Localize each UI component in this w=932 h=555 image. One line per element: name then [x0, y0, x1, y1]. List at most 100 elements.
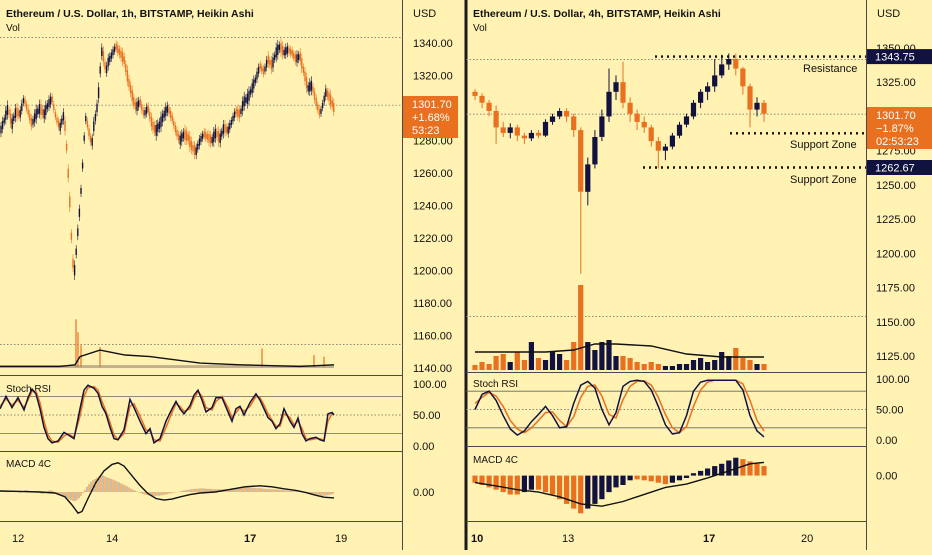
candle-body [676, 124, 683, 136]
candle-body [521, 135, 527, 139]
candle-body [273, 54, 276, 60]
volume-bar [662, 366, 668, 370]
volume-ma-line [0, 349, 335, 368]
macd-histogram-bar [613, 475, 619, 488]
volume-bar [528, 342, 534, 370]
macd-histogram-bar [500, 475, 506, 493]
last-price-4h: 1301.70 [876, 110, 916, 122]
candle-body [134, 102, 137, 110]
volume-bar [627, 358, 633, 370]
candle-body [235, 108, 237, 114]
candle-body [91, 138, 93, 146]
candle-body [262, 68, 265, 75]
candle-body [301, 58, 303, 69]
candle-body [585, 164, 591, 192]
candle-body [0, 125, 2, 134]
candle-body [754, 102, 760, 110]
candle-body [35, 109, 37, 120]
candle-body [528, 132, 534, 139]
candle-body [59, 122, 61, 131]
candle-body [80, 188, 82, 194]
stoch-tick-label: 100.00 [876, 374, 910, 386]
candle-body [24, 98, 26, 105]
candle-body [147, 105, 149, 113]
candle-body [747, 86, 753, 110]
candle-body [251, 83, 253, 93]
candle-body [141, 104, 143, 111]
candle-body [179, 135, 181, 145]
stoch-tick-label: 50.00 [413, 410, 441, 422]
candle-body [155, 125, 157, 136]
volume-bar [521, 360, 527, 370]
candle-body [297, 54, 300, 60]
volume-bar [669, 366, 675, 370]
candle-body [70, 232, 73, 240]
candle-body [102, 51, 105, 62]
candle-body [606, 91, 612, 117]
candle-body [185, 131, 188, 141]
candle-body [733, 59, 739, 69]
candle-body [57, 120, 60, 128]
candle-body [112, 49, 114, 56]
stoch-tick-label: 0.00 [876, 435, 897, 447]
candle-body [328, 92, 330, 101]
candles [472, 53, 767, 274]
candle-body [25, 104, 28, 110]
panel-1h: Ethereum / U.S. Dollar, 1h, BITSTAMP, He… [0, 0, 458, 550]
macd-histogram-bar [754, 463, 760, 476]
macd-histogram-bar [514, 475, 520, 495]
candle-body [45, 105, 47, 115]
candle-body [174, 125, 177, 132]
candle-body [121, 52, 124, 62]
candle-body [153, 124, 156, 133]
price-axis-1h: 1340.001320.001300.001280.001260.001240.… [413, 38, 453, 375]
candle-body [168, 107, 170, 114]
candle-body [189, 136, 191, 147]
candle-body [286, 46, 289, 54]
candle-body [254, 77, 257, 83]
candle-body [564, 111, 570, 117]
candle-body [49, 96, 52, 105]
level-name-label: Resistance [803, 63, 857, 75]
candle-body [72, 258, 74, 268]
candle-body [278, 44, 281, 50]
candle-body [302, 66, 305, 73]
volume-base [0, 365, 334, 368]
candle-body [283, 49, 285, 56]
price-tick-label: 1175.00 [876, 283, 915, 295]
candle-body [166, 105, 169, 113]
candle-body [17, 110, 20, 116]
candle-body [113, 46, 116, 52]
candle-body [578, 130, 584, 192]
macd-histogram-bar [507, 475, 513, 495]
volume-bar [747, 360, 753, 370]
candle-body [201, 133, 204, 139]
frame-4h [464, 0, 867, 550]
candle-body [94, 113, 97, 121]
candle-body [88, 128, 90, 137]
candle-body [310, 80, 313, 91]
candle-body [81, 162, 84, 169]
stoch-tick-label: 100.00 [413, 379, 447, 391]
candle-body [669, 135, 675, 147]
candle-body [211, 137, 213, 144]
price-tick-label: 1160.00 [413, 331, 452, 343]
candle-body [237, 108, 239, 117]
candle-body [40, 104, 42, 115]
candle-body [169, 111, 172, 118]
volume-bar [472, 365, 478, 370]
stoch-k-line [474, 379, 765, 438]
candle-body [486, 102, 492, 111]
volume-bar [620, 356, 626, 370]
volume-bar [564, 360, 570, 370]
frame-1h [0, 0, 403, 550]
vol-label-4h: Vol [473, 23, 487, 34]
candle-body [225, 126, 228, 133]
macd-histogram-bar [676, 475, 683, 481]
candle-body [19, 109, 21, 118]
macd-histogram-bar [669, 475, 675, 483]
macd-histogram-bar [528, 475, 534, 490]
candle-body [238, 109, 241, 119]
macd-histogram-bar [564, 475, 570, 504]
candle-body [64, 120, 66, 131]
